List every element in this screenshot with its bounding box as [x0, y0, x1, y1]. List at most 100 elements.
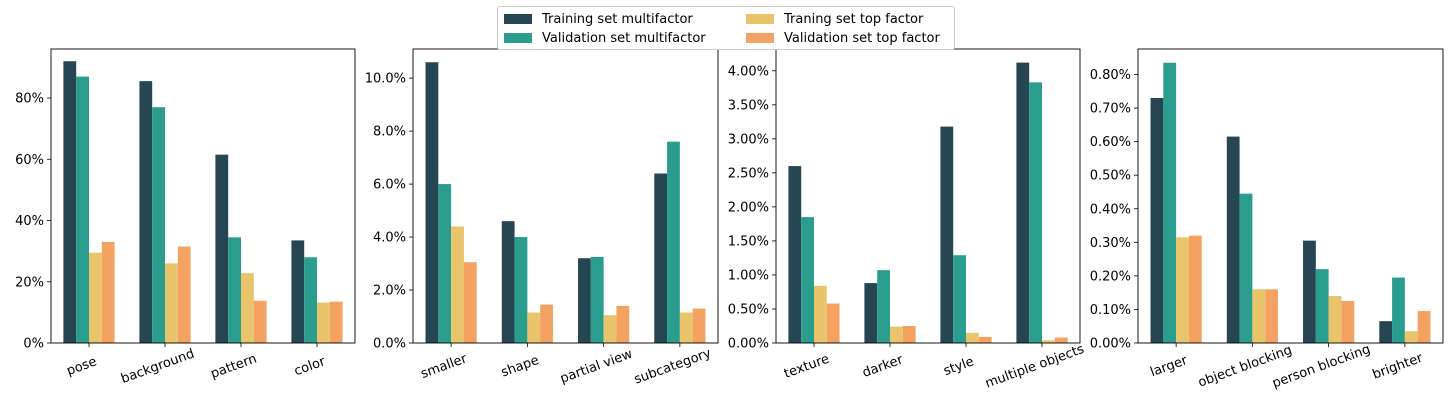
bar: [877, 270, 890, 343]
bar: [1226, 136, 1240, 343]
x-tick-label: subcategory: [632, 346, 713, 388]
bar: [1239, 193, 1253, 343]
legend-item: Traning set top factor: [746, 10, 923, 28]
x-tick-label: brighter: [1371, 351, 1426, 383]
bar: [152, 107, 165, 343]
bar: [438, 184, 452, 343]
bar: [1016, 62, 1030, 344]
bar: [177, 246, 191, 343]
bar: [1392, 277, 1405, 343]
x-tick-label: color: [292, 354, 328, 379]
y-tick-label: 3.50%: [728, 98, 769, 113]
legend-label: Validation set top factor: [784, 30, 940, 46]
x-tick-label: smaller: [419, 351, 470, 382]
bar: [514, 237, 528, 343]
bar: [590, 256, 604, 343]
y-tick-label: 60%: [15, 153, 44, 168]
legend-item: Training set multifactor: [504, 10, 693, 28]
bar: [953, 255, 966, 343]
x-tick-label: darker: [861, 352, 906, 381]
y-tick-label: 0.60%: [1090, 135, 1131, 150]
bar: [1404, 331, 1418, 343]
x-tick-label: background: [119, 347, 196, 387]
y-tick-label: 6.0%: [373, 178, 406, 193]
bar: [317, 302, 330, 343]
bar: [603, 315, 617, 343]
y-tick-label: 0.00%: [1090, 337, 1131, 352]
bar: [527, 312, 541, 343]
bar: [1150, 98, 1164, 343]
y-tick-label: 1.00%: [728, 268, 769, 283]
legend-swatch: [746, 14, 774, 24]
bar: [501, 221, 515, 343]
y-tick-label: 10.0%: [365, 72, 406, 87]
y-tick-label: 0.30%: [1090, 236, 1131, 251]
x-tick-label: larger: [1148, 353, 1190, 380]
x-tick-label: pattern: [209, 351, 259, 381]
bar: [1315, 269, 1329, 343]
bar: [940, 126, 954, 343]
y-tick-label: 0.50%: [1090, 169, 1131, 184]
bar: [329, 301, 343, 343]
bar: [814, 285, 827, 343]
bar: [667, 141, 680, 343]
bar: [578, 258, 591, 343]
legend-swatch: [504, 14, 532, 24]
bar: [540, 304, 553, 343]
chart-panel-1: pose background pattern color 0% 20% 40% 60% 80%: [15, 48, 356, 387]
chart-panel-3: texture darker style multiple objects 0.00% 0…: [728, 48, 1086, 392]
bar: [215, 154, 229, 343]
y-tick-label: 1.50%: [728, 234, 769, 249]
plot-frame: [1137, 48, 1444, 344]
y-tick-label: 0.00%: [728, 337, 769, 352]
bar: [63, 61, 77, 343]
bar: [101, 241, 115, 343]
bar: [291, 240, 305, 343]
y-tick-label: 40%: [15, 214, 44, 229]
y-tick-label: 4.00%: [728, 64, 769, 79]
legend-label: Validation set multifactor: [542, 30, 706, 46]
bar: [228, 237, 241, 343]
x-tick-label: partial view: [558, 347, 635, 387]
legend-item: Validation set multifactor: [504, 29, 706, 47]
x-tick-label: style: [942, 354, 976, 379]
bar: [801, 217, 814, 343]
legend-swatch: [504, 33, 532, 43]
x-tick-label: multiple objects: [983, 342, 1086, 392]
bar: [165, 263, 178, 344]
bar: [463, 262, 477, 343]
bar: [826, 303, 840, 343]
bar: [902, 325, 916, 343]
bar: [654, 173, 668, 343]
bar: [966, 332, 979, 343]
bar: [1176, 237, 1189, 343]
bar: [1042, 340, 1055, 343]
bar: [616, 305, 630, 343]
bar: [1379, 321, 1393, 343]
bar: [978, 336, 992, 344]
y-tick-label: 0.50%: [728, 302, 769, 317]
bar: [241, 273, 254, 343]
bar: [1029, 82, 1042, 343]
legend-label: Training set multifactor: [542, 11, 693, 27]
bar: [1303, 240, 1316, 343]
bar: [304, 257, 317, 343]
legend-swatch: [746, 33, 774, 43]
y-tick-label: 20%: [15, 275, 44, 290]
bar: [1328, 296, 1342, 343]
bar: [679, 312, 693, 343]
bar: [253, 300, 267, 343]
bar: [425, 62, 439, 344]
y-tick-label: 0.10%: [1090, 303, 1131, 318]
y-tick-label: 80%: [15, 92, 44, 107]
x-tick-label: shape: [499, 353, 541, 381]
bar: [139, 81, 153, 343]
y-tick-label: 3.00%: [728, 132, 769, 147]
y-tick-label: 0.20%: [1090, 269, 1131, 284]
bar: [89, 252, 102, 343]
bar: [1054, 337, 1068, 343]
x-tick-label: pose: [65, 354, 99, 379]
bar: [788, 166, 802, 343]
